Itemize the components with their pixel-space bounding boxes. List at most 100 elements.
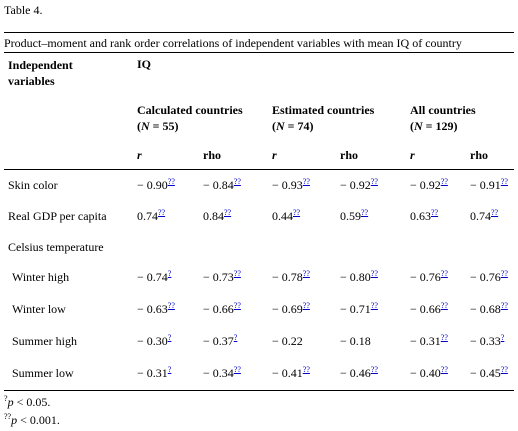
group-header: Estimated countries (N = 74) (272, 102, 374, 134)
column-header: r (137, 148, 142, 163)
footnote-link[interactable]: ?? (302, 365, 310, 374)
iq-header: IQ (137, 57, 152, 71)
footnote-link[interactable]: ?? (167, 177, 175, 186)
footnote-link[interactable]: ?? (233, 177, 241, 186)
row-label: Summer low (12, 366, 74, 380)
cell-value: − 0.37 (203, 334, 234, 348)
footnote-ref: ? (234, 333, 238, 342)
row-label: Winter high (12, 270, 70, 284)
footnote-ref: ?? (371, 269, 378, 278)
cell: − 0.74? (137, 270, 171, 285)
footnote-ref: ?? (501, 301, 508, 310)
footnote-link[interactable]: ?? (370, 301, 378, 310)
footnote-ref: ?? (234, 301, 241, 310)
footnote-link[interactable]: ?? (440, 269, 448, 278)
footnote-ref: ?? (303, 365, 310, 374)
footnote-link[interactable]: ?? (233, 365, 241, 374)
cell-value: − 0.41 (272, 366, 303, 380)
footnote-link[interactable]: ? (167, 365, 172, 374)
cell-value: − 0.71 (340, 302, 371, 316)
footnote-ref: ?? (293, 208, 300, 217)
footnote-link[interactable]: ?? (233, 269, 241, 278)
footnote-ref: ?? (303, 269, 310, 278)
footnote-link[interactable]: ?? (500, 365, 508, 374)
cell-value: − 0.92 (340, 178, 371, 192)
footnote-link[interactable]: ? (500, 333, 505, 342)
cell: 0.63?? (410, 209, 438, 224)
footnote-ref: ?? (234, 365, 241, 374)
footnote-link[interactable]: ? (167, 269, 172, 278)
cell-value: − 0.92 (410, 178, 441, 192)
column-header: rho (203, 148, 221, 163)
footnote-link[interactable]: ?? (167, 301, 175, 310)
cell-value: 0.44 (272, 209, 293, 223)
footnote-link[interactable]: ?? (370, 177, 378, 186)
footnote-link[interactable]: ?? (233, 301, 241, 310)
footnote-link[interactable]: ?? (440, 365, 448, 374)
footnote: ?p < 0.05. (4, 395, 50, 410)
footnote-link[interactable]: ?? (440, 301, 448, 310)
footnote-link[interactable]: ? (233, 333, 238, 342)
footnote-ref: ?? (234, 269, 241, 278)
cell-value: − 0.90 (137, 178, 168, 192)
cell: − 0.31? (137, 366, 171, 381)
cell: − 0.71?? (340, 302, 378, 317)
group-name: All countries (410, 103, 476, 117)
footnote-link[interactable]: ?? (361, 208, 369, 217)
footnote-link[interactable]: ?? (158, 208, 166, 217)
footnote-link[interactable]: ?? (500, 177, 508, 186)
cell-value: − 0.30 (137, 334, 168, 348)
footnote-ref: ?? (303, 301, 310, 310)
footnote-ref: ?? (501, 177, 508, 186)
cell-value: − 0.33 (470, 334, 501, 348)
footnote-link[interactable]: ?? (440, 333, 448, 342)
cell-value: − 0.68 (470, 302, 501, 316)
cell: − 0.18 (340, 334, 371, 349)
footnote-mark: ?? (4, 412, 12, 421)
column-header-text: r (410, 148, 415, 162)
cell: − 0.73?? (203, 270, 241, 285)
footnote-ref: ?? (441, 333, 448, 342)
footnote-link[interactable]: ? (167, 333, 172, 342)
cell: − 0.31?? (410, 334, 448, 349)
footnote-ref: ? (168, 269, 172, 278)
column-header-text: r (272, 148, 277, 162)
group-name: Estimated countries (272, 103, 375, 117)
cell-value: − 0.63 (137, 302, 168, 316)
cell: − 0.91?? (470, 178, 508, 193)
group-name: Calculated countries (137, 103, 243, 117)
footnote-link[interactable]: ?? (370, 269, 378, 278)
cell: − 0.30? (137, 334, 171, 349)
cell: − 0.80?? (340, 270, 378, 285)
footnote-ref: ?? (431, 208, 438, 217)
cell-value: − 0.18 (340, 334, 371, 348)
footnote-link[interactable]: ?? (302, 301, 310, 310)
footnote-link[interactable]: ?? (491, 208, 499, 217)
footnote-link[interactable]: ?? (500, 301, 508, 310)
cell-value: 0.74 (137, 209, 158, 223)
group-n: (N = 129) (410, 118, 476, 134)
footnote-link[interactable]: ?? (293, 208, 301, 217)
footnote-ref: ?? (234, 177, 241, 186)
row-label: Real GDP per capita (8, 209, 107, 223)
footnote-link[interactable]: ?? (370, 365, 378, 374)
cell-value: − 0.31 (137, 366, 168, 380)
cell-value: − 0.78 (272, 270, 303, 284)
cell-value: − 0.45 (470, 366, 501, 380)
footnote-link[interactable]: ?? (224, 208, 232, 217)
footnote-link[interactable]: ?? (431, 208, 439, 217)
footnote-mark: ? (4, 394, 8, 403)
footnote-link[interactable]: ?? (440, 177, 448, 186)
rule (4, 32, 514, 33)
footnote-link[interactable]: ?? (500, 269, 508, 278)
rule (4, 52, 514, 53)
footnote-link[interactable]: ?? (302, 269, 310, 278)
footnote-var: p (7, 395, 14, 409)
cell-value: − 0.74 (137, 270, 168, 284)
column-header-text: rho (340, 148, 358, 162)
footnote-var: p (11, 413, 18, 427)
group-n-part: ( (137, 119, 141, 133)
cell-value: − 0.91 (470, 178, 501, 192)
cell-value: − 0.40 (410, 366, 441, 380)
footnote-link[interactable]: ?? (302, 177, 310, 186)
